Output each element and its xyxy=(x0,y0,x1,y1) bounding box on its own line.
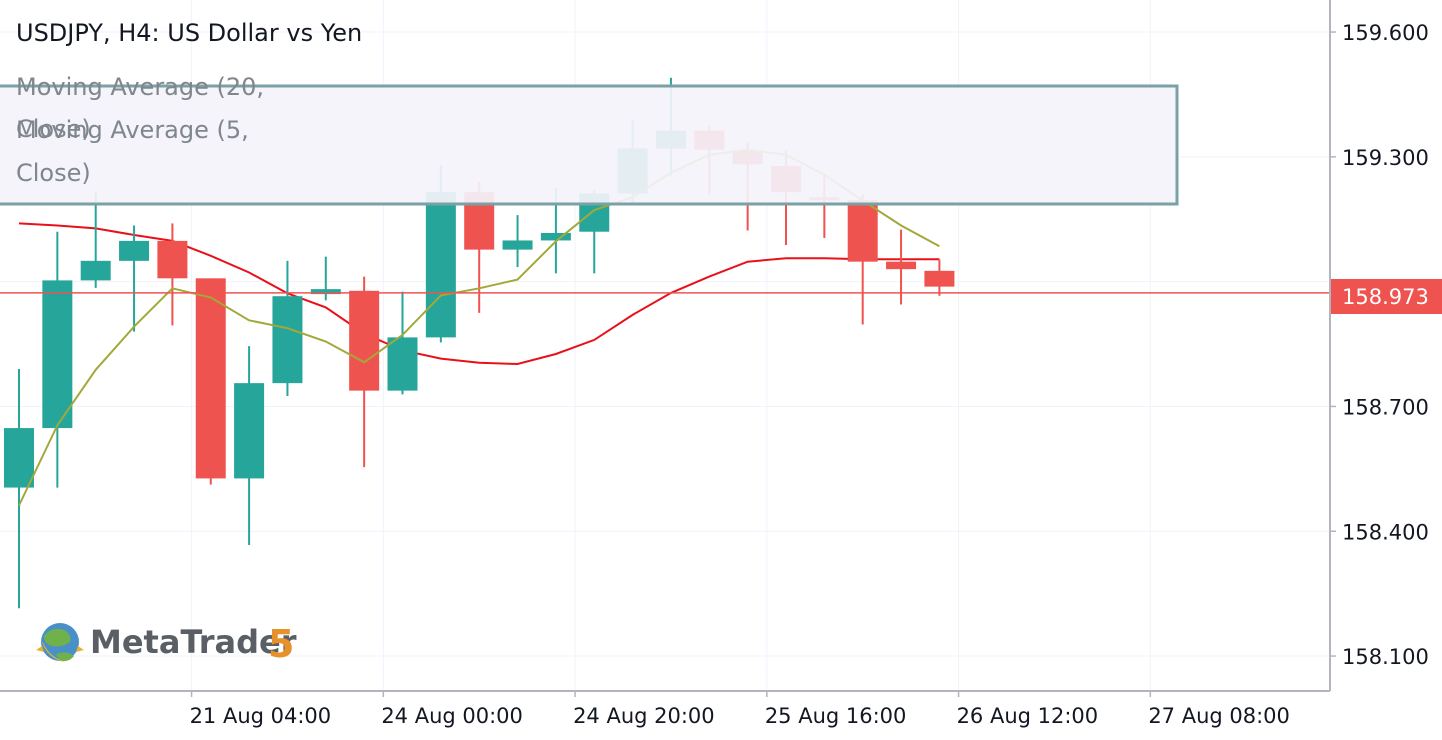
candle-body xyxy=(234,383,265,479)
candle-body xyxy=(119,240,150,261)
logo-text: MetaTrader xyxy=(90,623,297,661)
candle-body xyxy=(886,261,917,270)
y-tick-label: 158.700 xyxy=(1342,395,1429,419)
candle-body xyxy=(4,428,34,488)
metatrader-logo: MetaTrader 5 xyxy=(36,622,297,666)
candle-body xyxy=(540,232,571,241)
x-tick-label: 25 Aug 16:00 xyxy=(765,704,907,728)
candle-bearish xyxy=(349,276,380,468)
candle-body xyxy=(502,240,533,250)
symbol-title: USDJPY, H4: US Dollar vs Yen xyxy=(16,19,362,47)
candle-body xyxy=(349,290,380,391)
current-price-label: 158.973 xyxy=(1342,285,1429,309)
y-tick-label: 159.600 xyxy=(1342,21,1429,45)
x-tick-label: 24 Aug 00:00 xyxy=(381,704,523,728)
candle-bearish xyxy=(886,229,917,305)
candle-body xyxy=(157,240,188,279)
x-tick-label: 24 Aug 20:00 xyxy=(573,704,715,728)
x-tick-label: 26 Aug 12:00 xyxy=(957,704,1099,728)
y-tick-label: 158.100 xyxy=(1342,645,1429,669)
candle-body xyxy=(195,278,226,479)
candle-bullish xyxy=(387,291,418,395)
globe-icon xyxy=(36,623,84,662)
candle-body xyxy=(425,192,456,338)
ma5-label-line2: Close) xyxy=(16,159,91,187)
candle-bullish xyxy=(42,231,73,488)
candle-body xyxy=(387,337,418,391)
axes: 159.600 159.300 158.700 158.400 158.100 21 Au… xyxy=(0,0,1429,728)
candle-bearish xyxy=(847,194,878,325)
ma20-label-line1: Moving Average (20, xyxy=(16,73,264,101)
x-tick-label: 27 Aug 08:00 xyxy=(1148,704,1290,728)
candle-bearish xyxy=(157,223,188,326)
candle-body xyxy=(272,296,303,384)
logo-version: 5 xyxy=(268,622,294,666)
candle-bearish xyxy=(924,259,955,296)
candle-bullish xyxy=(502,215,533,268)
candle-body xyxy=(80,260,111,281)
candle-body xyxy=(42,280,73,429)
x-tick-label: 21 Aug 04:00 xyxy=(190,704,332,728)
candle-body xyxy=(924,270,955,287)
y-tick-label: 159.300 xyxy=(1342,146,1429,170)
ma5-label-line1: Moving Average (5, xyxy=(16,116,249,144)
y-tick-label: 158.400 xyxy=(1342,520,1429,544)
candle-bullish xyxy=(310,256,341,301)
candle-body xyxy=(847,200,878,262)
candle-bullish xyxy=(119,225,150,332)
candle-bullish xyxy=(425,165,456,343)
candle-bullish xyxy=(80,192,111,288)
candle-bearish xyxy=(195,278,226,485)
candle-bullish xyxy=(4,369,34,609)
current-price-tag xyxy=(1331,279,1442,314)
ma20-label-line2: Close) xyxy=(16,115,91,143)
candle-body xyxy=(310,289,341,295)
legend-box xyxy=(0,84,1179,206)
candle-bullish xyxy=(234,346,265,545)
